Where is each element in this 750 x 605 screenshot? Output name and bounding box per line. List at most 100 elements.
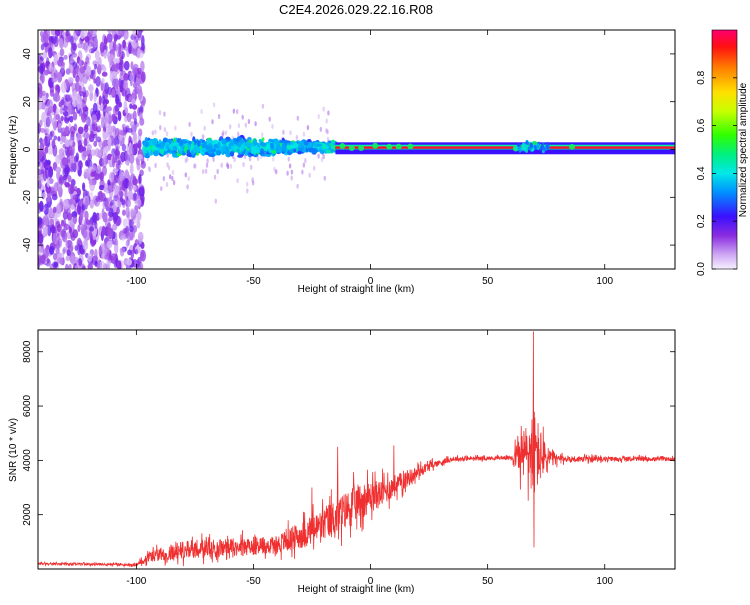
- spectrogram-cell: [49, 89, 55, 97]
- spectrogram-cell: [70, 203, 76, 210]
- spectrogram-cell: [89, 226, 95, 232]
- spectrogram-cell: [47, 224, 52, 237]
- spectrogram-cell: [50, 30, 57, 36]
- spectrogram-cell: [273, 167, 276, 172]
- spectrogram-cell: [102, 130, 106, 142]
- spectrogram-cell: [64, 94, 71, 102]
- spectrogram-cell: [70, 184, 75, 194]
- spectrogram-cell: [197, 140, 201, 147]
- spectrogram-cell: [77, 224, 81, 233]
- spectrogram-cell: [92, 212, 97, 224]
- spectrogram-cell: [543, 147, 547, 152]
- spectrogram-cell: [38, 99, 42, 111]
- spectrogram-cell: [119, 169, 123, 182]
- spectrogram-cell: [122, 218, 128, 228]
- spectrogram-cell: [222, 130, 225, 136]
- spectrogram-cell: [516, 142, 520, 147]
- spectrogram-cell: [229, 163, 233, 169]
- spectrogram-cell: [115, 78, 119, 90]
- spectrogram-cell: [142, 149, 146, 154]
- spectrogram-cell: [125, 206, 130, 219]
- spectrogram-cell: [232, 108, 236, 114]
- spectrogram-cell: [281, 143, 286, 149]
- spectrogram-cell: [82, 265, 86, 269]
- spectrogram-cell: [49, 218, 55, 227]
- spectrogram-cell: [296, 115, 299, 121]
- spectrogram-cell: [83, 138, 88, 147]
- spectrogram-cell: [250, 164, 253, 170]
- spectrogram-cell: [107, 124, 113, 136]
- spectrogram-cell: [133, 39, 137, 50]
- spectrogram-cell: [103, 35, 108, 47]
- spectrogram-cell: [279, 139, 285, 144]
- spectrogram-cell: [59, 37, 64, 49]
- spectrogram-ticks: -100 -50 0 50 100 -40 -20 0 20 40: [22, 30, 675, 287]
- spectrogram-cell: [256, 155, 260, 161]
- spectrogram-cell: [51, 139, 56, 150]
- spectrogram-cell: [65, 255, 71, 262]
- spectrogram-cell: [47, 147, 54, 155]
- spectrogram-cell: [70, 35, 74, 46]
- spectrogram-cell: [282, 129, 285, 135]
- spectrogram-cell: [101, 243, 108, 255]
- spectrogram-cell: [140, 60, 145, 72]
- spectrogram-cell: [106, 33, 113, 43]
- spectrogram-cell: [106, 240, 113, 249]
- spectrogram-cell: [46, 258, 50, 264]
- y-tick-label: 40: [22, 48, 33, 60]
- spectrogram-cell: [79, 66, 86, 74]
- spectrogram-cell: [70, 179, 76, 186]
- spectrogram-cell: [111, 253, 117, 261]
- spectrogram-cell: [119, 59, 124, 72]
- spectrogram-cell: [77, 243, 81, 256]
- spectrogram-cell: [131, 98, 136, 106]
- spectrogram-cell: [51, 77, 58, 83]
- x-tick-label: -50: [246, 276, 261, 287]
- spectrogram-cell: [64, 164, 70, 175]
- spectrogram-cell: [254, 146, 261, 154]
- spectrogram-x-axis-label: Height of straight line (km): [298, 284, 415, 295]
- spectrogram-cell: [104, 82, 110, 95]
- spectrogram-cell: [41, 138, 47, 147]
- spectrogram-cell: [114, 104, 120, 112]
- spectrogram-cell: [261, 142, 267, 147]
- spectrogram-cell: [289, 130, 292, 136]
- spectrogram-cell: [42, 158, 48, 168]
- spectrogram-cell: [71, 162, 76, 170]
- spectrogram-cell: [215, 149, 222, 156]
- spectrogram-cell: [122, 227, 128, 234]
- spectrogram-cell: [290, 169, 294, 175]
- spectrogram-cell: [545, 144, 549, 148]
- spectrogram-marks: [38, 30, 675, 269]
- y-tick-label: 4000: [22, 449, 33, 472]
- spectrogram-cell: [84, 197, 89, 209]
- spectrogram-cell: [88, 83, 94, 93]
- x-tick-label: 100: [596, 276, 613, 287]
- spectrogram-cell: [58, 252, 65, 259]
- spectrogram-cell: [248, 156, 252, 162]
- spectrogram-cell: [130, 124, 135, 136]
- spectrogram-cell: [135, 157, 141, 166]
- spectrogram-cell: [137, 266, 143, 269]
- spectrogram-cell: [51, 193, 58, 201]
- colorbar-tick-label: 0.2: [696, 214, 707, 228]
- spectrogram-cell: [288, 163, 292, 169]
- spectrogram-cell: [70, 155, 76, 164]
- spectrogram-cell: [67, 244, 74, 253]
- spectrogram-cell: [174, 125, 177, 131]
- spectrogram-cell: [530, 143, 534, 148]
- spectrogram-cell: [55, 166, 62, 174]
- spectrogram-cell: [108, 207, 114, 218]
- spectrogram-cell: [49, 245, 55, 255]
- spectrogram-cell: [129, 229, 134, 241]
- spectrogram-cell: [204, 144, 209, 149]
- spectrogram-cell: [82, 228, 88, 239]
- spectrogram-cell: [74, 264, 81, 269]
- x-tick-label: -50: [246, 576, 261, 587]
- spectrogram-cell: [94, 148, 100, 157]
- spectrogram-cell: [51, 66, 56, 74]
- spectrogram-cell: [244, 149, 248, 157]
- spectrogram-cell: [56, 223, 62, 233]
- spectrogram-cell: [125, 159, 130, 166]
- spectrogram-cell: [78, 59, 82, 68]
